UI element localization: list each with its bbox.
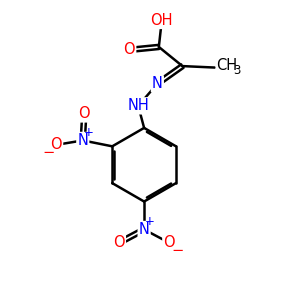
Text: O: O [113, 235, 125, 250]
Text: +: + [84, 126, 94, 139]
Text: N: N [77, 133, 88, 148]
Text: O: O [163, 235, 175, 250]
Text: O: O [124, 42, 135, 57]
Text: −: − [171, 244, 184, 259]
Text: N: N [152, 76, 163, 91]
Text: O: O [50, 137, 62, 152]
Text: CH: CH [216, 58, 237, 73]
Text: 3: 3 [233, 64, 240, 77]
Text: OH: OH [151, 13, 173, 28]
Text: N: N [139, 222, 149, 237]
Text: NH: NH [127, 98, 149, 113]
Text: −: − [43, 145, 55, 160]
Text: +: + [145, 215, 155, 228]
Text: O: O [79, 106, 90, 122]
